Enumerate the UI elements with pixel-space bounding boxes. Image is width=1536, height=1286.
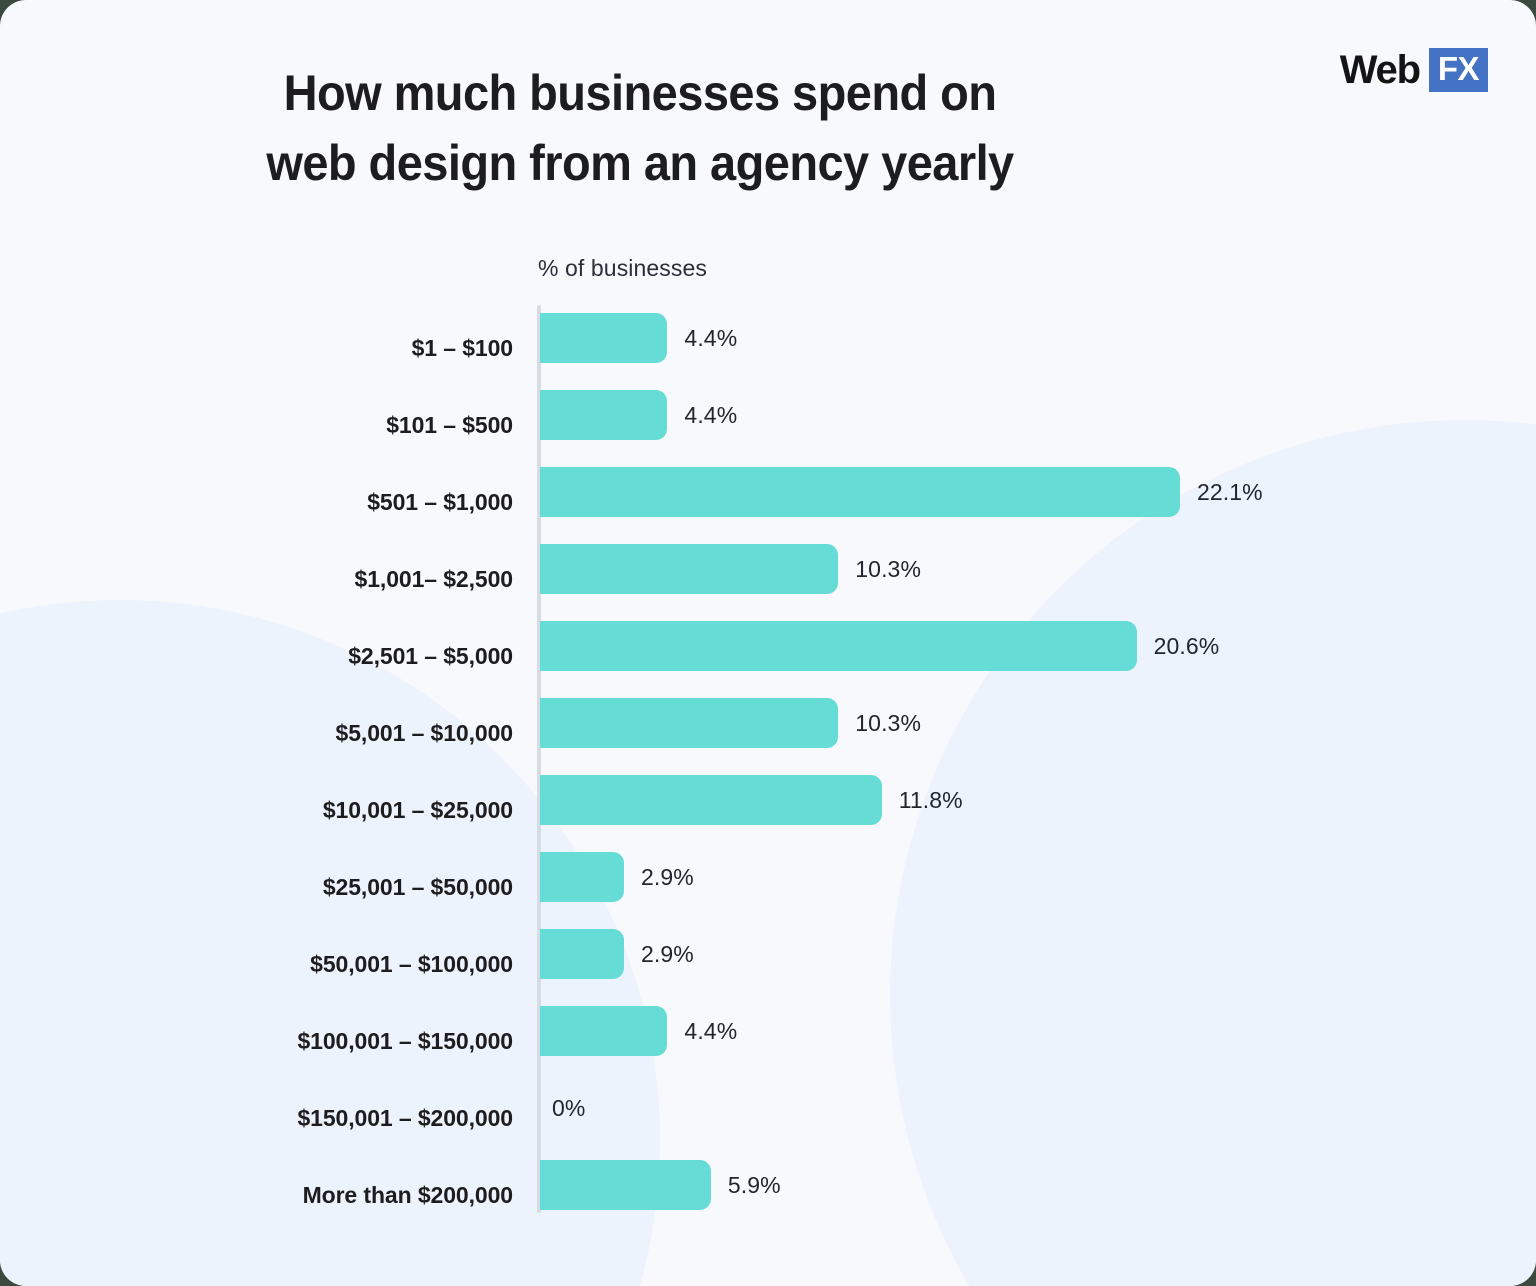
- bar-row: $50,001 – $100,000 2.9%: [0, 927, 1536, 1004]
- bar-group: 4.4%: [540, 313, 737, 363]
- bar-group: 2.9%: [540, 852, 694, 902]
- bar[interactable]: [540, 698, 839, 748]
- bar-value-label: 4.4%: [684, 1017, 738, 1044]
- logo-fx-badge: FX: [1428, 48, 1488, 92]
- category-label: $101 – $500: [386, 412, 513, 438]
- bar-group: 20.6%: [540, 621, 1219, 671]
- bar-row: More than $200,000 5.9%: [0, 1158, 1536, 1235]
- webfx-logo: Web FX: [1340, 46, 1488, 94]
- bar-group: 4.4%: [540, 1006, 737, 1056]
- bar-row: $25,001 – $50,000 2.9%: [0, 850, 1536, 927]
- category-label: $5,001 – $10,000: [335, 720, 514, 746]
- bar[interactable]: [540, 467, 1181, 517]
- bar-value-label: 11.8%: [898, 786, 963, 813]
- bar[interactable]: [540, 1006, 668, 1056]
- bar-row: $501 – $1,000 22.1%: [0, 465, 1536, 542]
- bar-group: 10.3%: [540, 698, 921, 748]
- bar-row: $150,001 – $200,000 0%: [0, 1081, 1536, 1158]
- bar-value-label: 22.1%: [1197, 478, 1263, 505]
- bar[interactable]: [540, 313, 668, 363]
- bar[interactable]: [540, 1160, 711, 1210]
- bar-value-label: 0%: [552, 1094, 586, 1121]
- bar-row: $2,501 – $5,000 20.6%: [0, 619, 1536, 696]
- axis-title: % of businesses: [538, 255, 707, 281]
- bar-row: $1 – $100 4.4%: [0, 311, 1536, 388]
- bar-group: 5.9%: [540, 1160, 781, 1210]
- category-label: $1 – $100: [411, 335, 514, 361]
- category-label: $50,001 – $100,000: [310, 951, 513, 977]
- bar-row: $100,001 – $150,000 4.4%: [0, 1004, 1536, 1081]
- bar-value-label: 4.4%: [684, 401, 738, 428]
- bar[interactable]: [540, 544, 839, 594]
- bar[interactable]: [540, 929, 624, 979]
- bar-group: 11.8%: [540, 775, 963, 825]
- bar-row: $101 – $500 4.4%: [0, 388, 1536, 465]
- bar-group: 22.1%: [540, 467, 1263, 517]
- logo-wordmark: Web: [1339, 48, 1421, 92]
- bar[interactable]: [540, 852, 624, 902]
- category-label: More than $200,000: [302, 1182, 514, 1208]
- bar-value-label: 20.6%: [1153, 632, 1220, 659]
- category-label: $100,001 – $150,000: [297, 1028, 513, 1054]
- bar-row: $10,001 – $25,000 11.8%: [0, 773, 1536, 850]
- category-label: $10,001 – $25,000: [322, 797, 513, 823]
- category-label: $501 – $1,000: [367, 489, 513, 515]
- bar-group: 10.3%: [540, 544, 921, 594]
- bar-value-label: 5.9%: [727, 1171, 781, 1198]
- bar[interactable]: [540, 621, 1137, 671]
- bar[interactable]: [540, 775, 882, 825]
- page-title: How much businesses spend on web design …: [266, 65, 1014, 191]
- category-label: $150,001 – $200,000: [297, 1105, 513, 1131]
- bar-row: $1,001– $2,500 10.3%: [0, 542, 1536, 619]
- bar-value-label: 10.3%: [855, 709, 921, 736]
- bar-group: 4.4%: [540, 390, 737, 440]
- bar-value-label: 10.3%: [855, 555, 921, 582]
- plot-area: $1 – $100 4.4% $101 – $500 4.4% $501 – $1,00…: [0, 311, 1536, 1235]
- bar-group: 2.9%: [540, 929, 694, 979]
- category-label: $1,001– $2,500: [354, 566, 514, 592]
- bar-value-label: 2.9%: [640, 940, 694, 967]
- category-label: $2,501 – $5,000: [348, 643, 513, 669]
- bar-value-label: 2.9%: [640, 863, 694, 890]
- bar[interactable]: [540, 390, 668, 440]
- bar-row: $5,001 – $10,000 10.3%: [0, 696, 1536, 773]
- category-label: $25,001 – $50,000: [322, 874, 513, 900]
- bar-group: 0%: [540, 1083, 585, 1133]
- bar-value-label: 4.4%: [684, 324, 738, 351]
